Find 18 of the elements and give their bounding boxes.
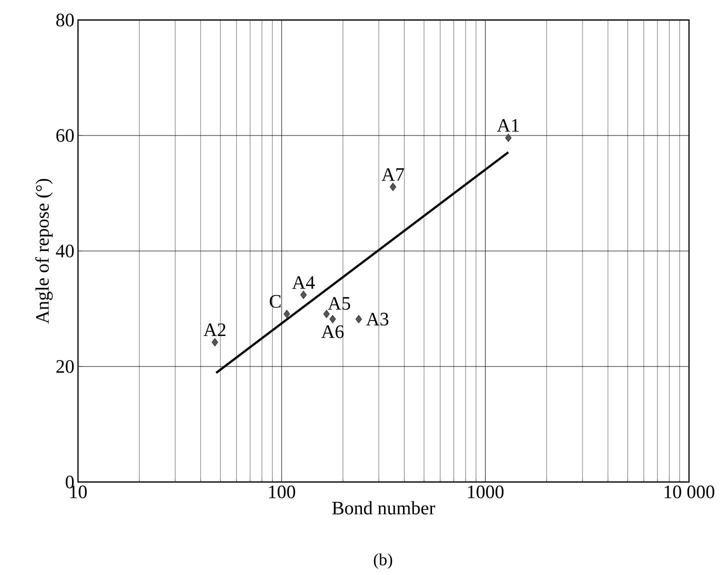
- annotation: C: [270, 295, 281, 308]
- x-axis-title: Bond number: [332, 501, 436, 514]
- y-axis-title: Angle of repose (°): [35, 178, 53, 324]
- annotation: A1: [496, 119, 519, 132]
- annotation: A7: [382, 168, 404, 181]
- y-tick-label: 40: [56, 244, 74, 258]
- annotation: A2: [204, 324, 226, 336]
- text: (b): [374, 553, 392, 569]
- annotation: A3: [366, 312, 388, 326]
- x-tick-label: 1000: [468, 486, 504, 498]
- x-tick-label: 100: [269, 486, 296, 498]
- y-tick-label: 60: [56, 129, 74, 142]
- annotation: A4: [292, 276, 315, 289]
- y-tick-label: 80: [56, 14, 74, 26]
- y-tick-label: 20: [56, 360, 74, 373]
- annotation: A6: [321, 325, 344, 338]
- x-tick-label: 10 000: [664, 486, 714, 498]
- annotation: A5: [328, 297, 350, 310]
